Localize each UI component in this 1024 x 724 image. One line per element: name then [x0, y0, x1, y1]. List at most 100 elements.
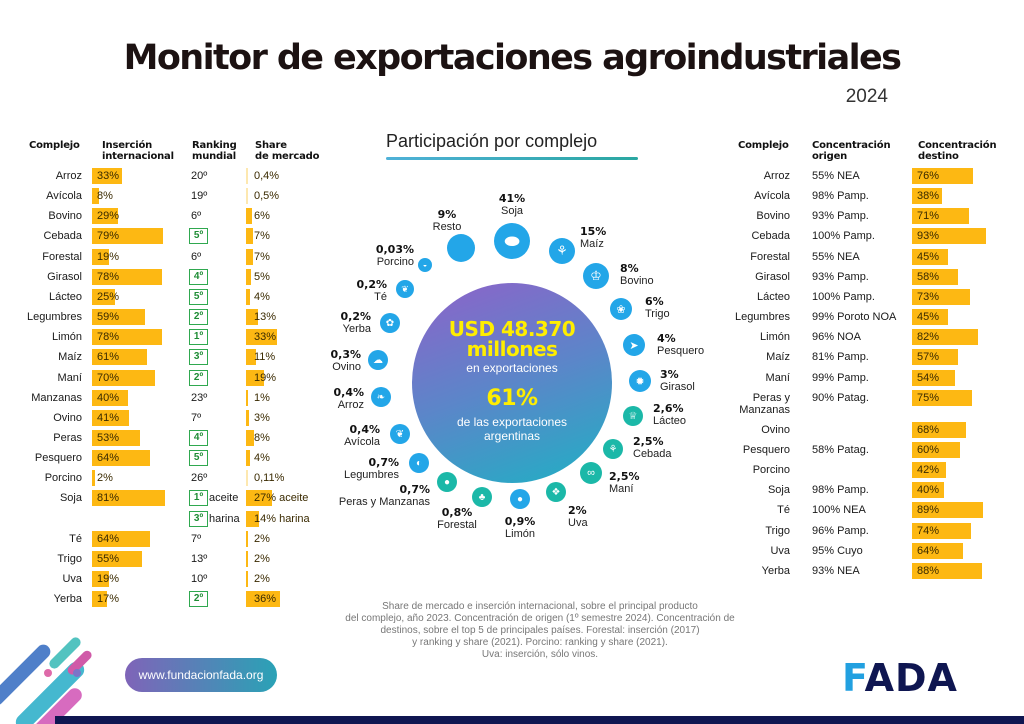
origen-value: 93% NEA	[812, 564, 860, 577]
share-value: 0,5%	[254, 190, 280, 203]
decorative-stripes	[0, 637, 92, 724]
share-value: 36%	[254, 593, 277, 606]
ranking-cell: 23º	[189, 389, 249, 407]
share-caption-l2: argentinas	[483, 429, 541, 443]
table-row: Manzanas 40% 23º 1%	[20, 389, 320, 407]
ranking-product: harina	[209, 512, 240, 525]
complejo-name: Bovino	[756, 210, 790, 223]
insercion-bar	[92, 268, 163, 285]
share-bar	[246, 248, 253, 265]
ranking-cell: 1º	[189, 328, 249, 346]
dairy-cow-icon: ♕	[623, 406, 643, 426]
complex-share-name: Peras y Manzanas	[338, 496, 430, 508]
complex-share-name: Lácteo	[653, 415, 687, 427]
complex-share-label: 0,7% Legumbres	[279, 457, 399, 482]
table-row: Avícola 98% Pamp. 38%	[720, 187, 1020, 205]
insercion-value: 19%	[97, 250, 120, 263]
insercion-value: 41%	[97, 411, 120, 424]
insercion-value: 53%	[97, 431, 120, 444]
share-cell: 0,11%	[246, 469, 326, 487]
insercion-bar	[92, 288, 115, 305]
table-row: Arroz 55% NEA 76%	[720, 167, 1020, 185]
insercion-cell: 2%	[92, 469, 187, 487]
year-label: 2024	[845, 86, 888, 107]
complejo-name: Té	[777, 504, 790, 517]
complex-share-value: 15%	[580, 225, 607, 238]
complex-share-value: 0,7%	[399, 483, 430, 496]
website-link[interactable]: www.fundacionfada.org	[125, 658, 277, 692]
share-cell: 3%	[246, 409, 326, 427]
share-cell: 0,5%	[246, 187, 326, 205]
lemon-icon: ●	[510, 489, 530, 509]
share-bar	[246, 208, 252, 225]
share-cell: 11%	[246, 348, 326, 366]
complejo-name: Avícola	[754, 190, 790, 203]
table-row: Limón 78% 1º 33%	[20, 328, 320, 346]
insercion-cell: 59%	[92, 308, 187, 326]
origen-value: 58% Patag.	[812, 444, 869, 457]
destino-value: 42%	[917, 464, 940, 477]
ranking-top5-badge: 5º	[189, 450, 208, 467]
ranking-top5-badge: 1º	[189, 329, 208, 346]
share-cell: 19%	[246, 369, 326, 387]
total-unit: millones	[466, 337, 558, 361]
complex-share-label: 41% Soja	[452, 192, 572, 218]
table-row: Maíz 81% Pamp. 57%	[720, 348, 1020, 366]
complex-share-label: 2,6% Lácteo	[653, 403, 687, 428]
header-insercion-l1: Inserción	[102, 140, 153, 151]
share-bar	[246, 349, 257, 366]
share-value: 4%	[254, 290, 270, 303]
destino-bar	[912, 482, 944, 499]
table-row: Bovino 29% 6º 6%	[20, 207, 320, 225]
complex-share-label: 8% Bovino	[620, 263, 654, 288]
complex-share-label: 0,4% Avícola	[260, 423, 380, 449]
share-value: 8%	[254, 431, 270, 444]
insercion-cell: 78%	[92, 328, 187, 346]
footnote-line: y ranking y share (2021). Porcino: ranki…	[412, 637, 668, 648]
destino-value: 58%	[917, 270, 940, 283]
complejo-name: Porcino	[752, 464, 790, 477]
complejo-name-l1: Peras y	[752, 391, 790, 404]
share-cell: 33%	[246, 328, 326, 346]
corn-icon: ⚘	[549, 238, 575, 264]
share-cell: 5%	[246, 268, 326, 286]
complex-share-value: 0,2%	[340, 310, 371, 323]
destino-bar	[912, 421, 967, 438]
destino-bar	[912, 248, 948, 265]
share-cell: 14% harina	[246, 510, 326, 528]
insercion-value: 33%	[97, 170, 120, 182]
destino-value: 64%	[917, 544, 940, 557]
total-caption: en exportaciones	[466, 361, 558, 375]
header-destino-l2: destino	[918, 151, 959, 162]
insercion-cell: 29%	[92, 207, 187, 225]
share-cell: 36%	[246, 590, 326, 608]
complejo-name: Ovino	[53, 411, 82, 424]
complejo-name: Arroz	[763, 170, 790, 182]
complejo-name: Yerba	[761, 564, 790, 577]
table-row: 3º harina 14% harina	[20, 510, 320, 528]
table-row: Avícola 8% 19º 0,5%	[20, 187, 320, 205]
header-destino-l1: Concentración	[918, 140, 997, 151]
footnote-line: Uva: inserción, sólo vinos.	[481, 649, 599, 660]
insercion-bar	[92, 349, 147, 366]
origen-value: 93% Pamp.	[812, 270, 869, 283]
complejo-name: Bovino	[48, 210, 82, 223]
complejo-name: Avícola	[46, 190, 82, 203]
destino-cell: 45%	[912, 248, 1012, 266]
complex-share-value: 0,4%	[349, 423, 380, 436]
fada-logo: FADA	[842, 656, 958, 700]
ranking-value: 6º	[191, 210, 202, 223]
complex-share-label: 9% Resto	[387, 209, 507, 234]
insercion-cell: 41%	[92, 409, 187, 427]
destino-bar	[912, 562, 983, 579]
destino-cell: 54%	[912, 369, 1012, 387]
complex-share-name: Soja	[500, 205, 524, 217]
complex-share-label: 4% Pesquero	[657, 333, 704, 358]
destino-cell: 75%	[912, 389, 1012, 407]
insercion-bar	[92, 490, 165, 507]
ranking-top5-badge: 3º	[189, 510, 208, 527]
insercion-value: 59%	[97, 311, 120, 324]
insercion-cell: 40%	[92, 389, 187, 407]
complex-share-value: 41%	[498, 192, 526, 205]
insercion-cell: 64%	[92, 530, 187, 548]
